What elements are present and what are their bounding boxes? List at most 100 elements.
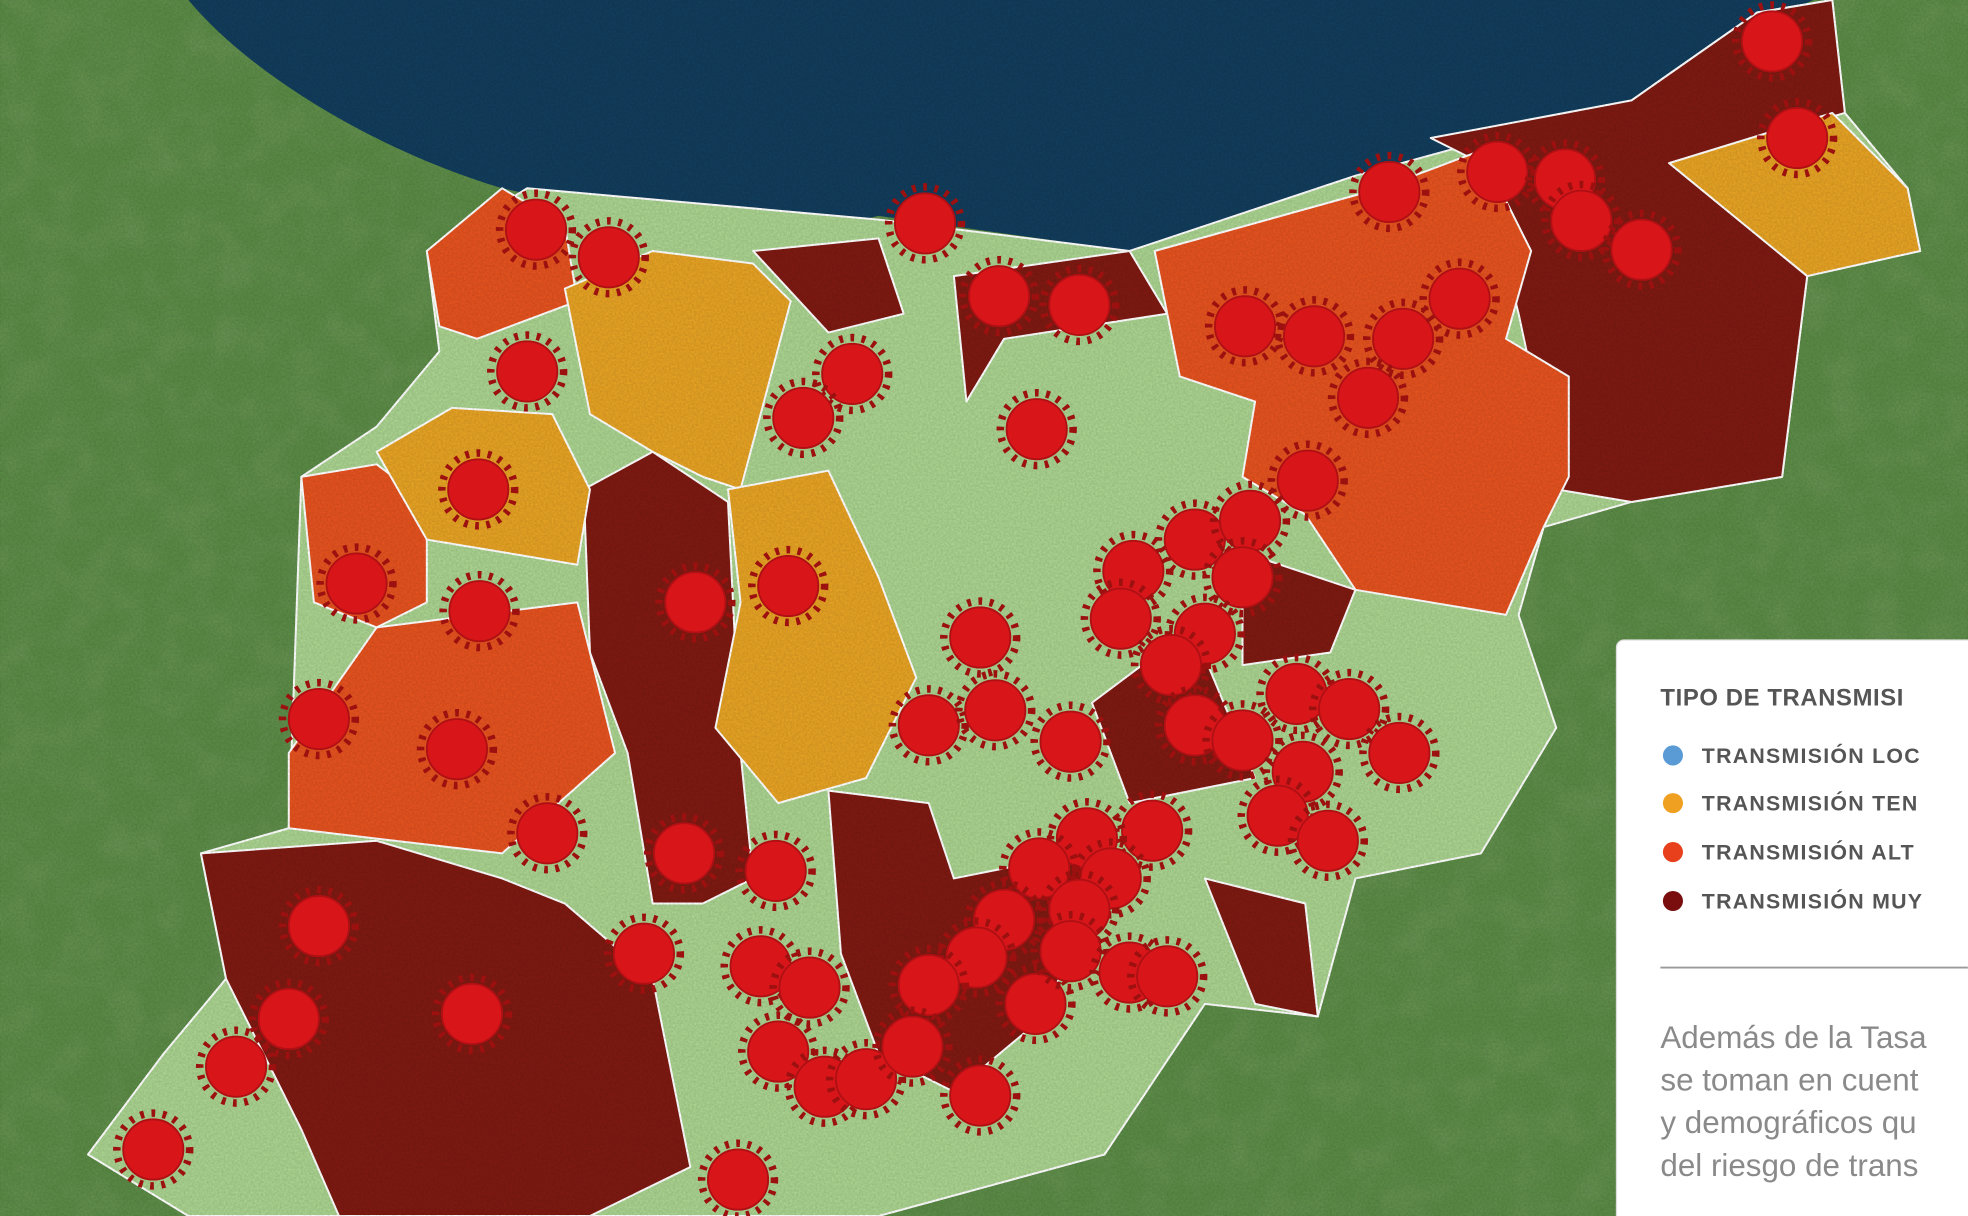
virus-icon [1030, 701, 1111, 782]
virus-icon [495, 189, 577, 270]
virus-icon [1030, 701, 1111, 782]
virus-icon [655, 562, 736, 643]
virus-icon [996, 389, 1077, 470]
note-line: del riesgo de trans [1660, 1148, 1918, 1183]
virus-icon [1601, 209, 1682, 290]
virus-icon [195, 1026, 277, 1107]
virus-icon [643, 813, 725, 894]
legend-title: TIPO DE TRANSMISI [1660, 684, 1904, 711]
virus-icon [1741, 10, 1804, 73]
virus-icon [568, 217, 649, 298]
virus-icon [735, 830, 816, 912]
virus-icon [568, 217, 649, 298]
virus-icon [1757, 97, 1838, 179]
virus-icon [431, 973, 513, 1055]
virus-icon [1731, 1, 1813, 82]
virus-icon [897, 694, 960, 757]
virus-icon [1419, 258, 1500, 339]
virus-icon [1048, 273, 1111, 336]
virus-icons [113, 1, 1838, 1216]
virus-icon [113, 1109, 194, 1190]
virus-icon [278, 885, 360, 967]
virus-icon [738, 1011, 819, 1092]
virus-icon [1757, 97, 1838, 179]
virus-icon [757, 554, 820, 618]
virus-icon [1202, 537, 1283, 618]
virus-icon [763, 377, 844, 459]
note-line: Además de la Tasa [1660, 1020, 1927, 1055]
virus-icon [1008, 837, 1071, 900]
virus-icon [438, 449, 519, 530]
virus-icon [872, 1006, 953, 1087]
virus-icon [1121, 799, 1184, 862]
virus-icon [447, 458, 510, 521]
virus-icon [772, 386, 835, 449]
legend-item: TRANSMISIÓN TEN [1702, 791, 1919, 816]
virus-icon [1550, 189, 1613, 252]
virus-icon [995, 963, 1076, 1045]
virus-icon [278, 678, 360, 760]
virus-icon [1349, 151, 1430, 233]
virus-icon [1457, 131, 1538, 213]
virus-icon [643, 813, 725, 894]
virus-icon [1267, 440, 1348, 521]
virus-icon [1457, 131, 1538, 213]
virus-icon [287, 688, 350, 751]
virus-icon [1318, 677, 1381, 741]
virus-icon [748, 545, 829, 627]
legend-item: TRANSMISIÓN ALT [1702, 840, 1915, 865]
virus-icon [257, 987, 320, 1051]
virus-icon [1610, 218, 1673, 281]
virus-icon [1372, 307, 1435, 370]
virus-icon [278, 678, 360, 760]
virus-icon [603, 913, 685, 994]
virus-icon [504, 198, 568, 261]
virus-icon [697, 1139, 779, 1216]
virus-icon [416, 709, 498, 790]
virus-icon [1127, 936, 1208, 1017]
virus-icon [1039, 710, 1102, 773]
legend-dot [1662, 842, 1683, 863]
virus-icon [747, 1020, 810, 1083]
virus-icon [205, 1035, 268, 1098]
virus-icon [1362, 298, 1444, 379]
virus-icon [1039, 264, 1120, 346]
virus-icon [664, 571, 727, 634]
virus-icon [1601, 209, 1682, 290]
virus-icon [1039, 264, 1120, 346]
virus-icon [416, 709, 498, 790]
virus-icon [748, 545, 829, 627]
virus-icon [431, 973, 513, 1055]
virus-icon [325, 552, 388, 615]
virus-icon [769, 947, 850, 1028]
virus-icon [439, 570, 520, 652]
virus-icon [1004, 972, 1067, 1035]
note-line: y demográficos qu [1660, 1105, 1916, 1140]
virus-icon [1766, 106, 1829, 170]
virus-icon [316, 543, 397, 624]
virus-icon [1005, 398, 1068, 461]
virus-icon [577, 226, 640, 289]
virus-icon [1030, 911, 1111, 992]
virus-icon [955, 670, 1036, 751]
virus-icon [1359, 712, 1440, 794]
virus-icon [1731, 1, 1813, 82]
legend-dot [1662, 793, 1683, 814]
virus-icon [603, 913, 685, 994]
virus-icon [778, 956, 841, 1019]
virus-icon [1541, 180, 1622, 262]
virus-icon [1419, 258, 1500, 339]
legend-panel [1615, 639, 1968, 1216]
virus-icon [287, 895, 350, 958]
virus-icon [1265, 662, 1328, 726]
virus-icon [195, 1026, 277, 1107]
virus-icon [316, 543, 397, 624]
virus-icon [1368, 721, 1431, 784]
virus-icon [113, 1109, 194, 1190]
virus-icon [1362, 298, 1444, 379]
virus-icon [940, 1055, 1021, 1136]
virus-icon [996, 389, 1077, 470]
virus-icon [1296, 809, 1359, 872]
virus-icon [487, 331, 568, 412]
